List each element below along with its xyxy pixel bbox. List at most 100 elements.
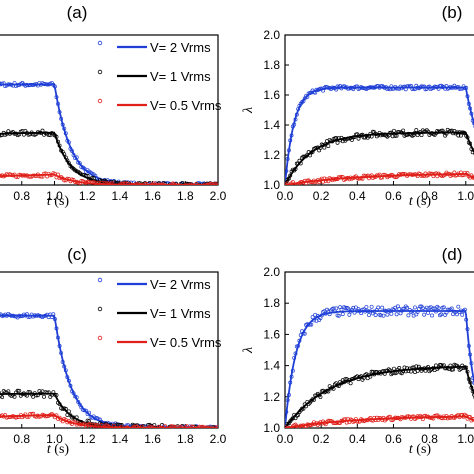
data-point [288, 173, 293, 178]
data-point [0, 313, 1, 317]
data-point [160, 426, 165, 428]
data-point [57, 110, 62, 114]
data-point [318, 394, 323, 399]
data-point [35, 393, 40, 398]
x-tick-label: 0.6 [385, 432, 402, 446]
data-point [306, 150, 311, 155]
data-point [434, 309, 438, 314]
data-point [465, 135, 470, 140]
data-point [80, 422, 85, 427]
data-point [451, 367, 455, 372]
plot-frame [0, 271, 219, 429]
data-point [414, 364, 419, 369]
x-axis-label-unit: (s) [413, 194, 432, 209]
data-point [21, 132, 26, 137]
data-point [170, 186, 173, 189]
data-point [297, 338, 302, 343]
data-point [170, 427, 173, 428]
data-point [410, 309, 415, 314]
data-point [413, 305, 417, 310]
data-point [48, 173, 53, 178]
x-tick-label: 1.0 [46, 432, 63, 446]
data-point [340, 312, 345, 317]
data-point [177, 183, 182, 185]
legend-marker [97, 40, 103, 46]
x-axis-label: t (s) [47, 442, 70, 457]
plot-area [0, 80, 218, 189]
data-point [63, 368, 68, 373]
x-axis-label-symbol: t [409, 442, 414, 457]
data-point [15, 414, 20, 419]
data-point [426, 310, 431, 315]
data-point [455, 130, 459, 135]
data-point [305, 94, 310, 99]
data-point [96, 425, 101, 428]
data-point [63, 155, 68, 160]
y-tick-label: 1.8 [263, 296, 280, 310]
data-point [84, 173, 88, 178]
data-point [368, 309, 373, 314]
x-tick-label: 1.2 [79, 432, 96, 446]
x-tick-label: 0.0 [277, 432, 294, 446]
data-point [42, 314, 47, 318]
data-point [197, 183, 202, 185]
data-point [298, 161, 303, 166]
panel-label: (d) [442, 245, 463, 264]
data-point [286, 425, 291, 428]
data-point [452, 170, 457, 175]
data-point [385, 312, 390, 317]
data-point [315, 314, 320, 318]
data-point [304, 404, 308, 409]
data-point [409, 369, 413, 374]
data-point [388, 414, 392, 419]
data-point [466, 343, 471, 348]
data-point [469, 111, 474, 116]
data-point [445, 171, 450, 176]
data-point [394, 133, 399, 138]
x-tick-label: 0.6 [385, 189, 402, 203]
data-point [401, 415, 406, 420]
y-tick-label: 1.2 [263, 390, 280, 404]
data-point [406, 313, 411, 318]
y-tick-label: 2.0 [263, 265, 280, 279]
data-point [381, 313, 386, 318]
data-point [285, 398, 290, 403]
data-point [136, 426, 141, 428]
data-point [108, 181, 113, 185]
data-point [179, 184, 183, 185]
data-point [364, 305, 369, 309]
data-point [334, 135, 339, 140]
data-point [332, 421, 337, 426]
data-point [0, 133, 3, 138]
data-point [355, 419, 360, 424]
data-point [113, 183, 118, 185]
data-point [472, 380, 474, 385]
data-point [62, 152, 67, 157]
x-axis-label: t (s) [409, 194, 432, 209]
data-point [373, 313, 378, 317]
data-point [26, 315, 31, 320]
legend-label: V= 0.5 Vrms [150, 335, 222, 350]
data-point [129, 429, 132, 432]
legend-label: V= 2 Vrms [150, 40, 211, 55]
data-point [339, 307, 344, 312]
data-point [289, 133, 294, 138]
data-point [62, 178, 67, 183]
data-point [378, 313, 383, 318]
data-point [128, 429, 131, 432]
data-point [76, 180, 81, 185]
data-point [77, 402, 82, 407]
series-line-0 [0, 314, 218, 428]
data-point [288, 380, 293, 385]
data-point [210, 427, 214, 428]
data-point [163, 184, 167, 185]
data-point [353, 305, 358, 310]
data-point [6, 389, 11, 394]
data-point [121, 426, 126, 428]
data-point [54, 134, 59, 139]
data-point [74, 395, 79, 400]
data-point [409, 83, 413, 88]
data-point [334, 306, 339, 311]
data-point [285, 157, 290, 161]
data-point [441, 305, 446, 310]
